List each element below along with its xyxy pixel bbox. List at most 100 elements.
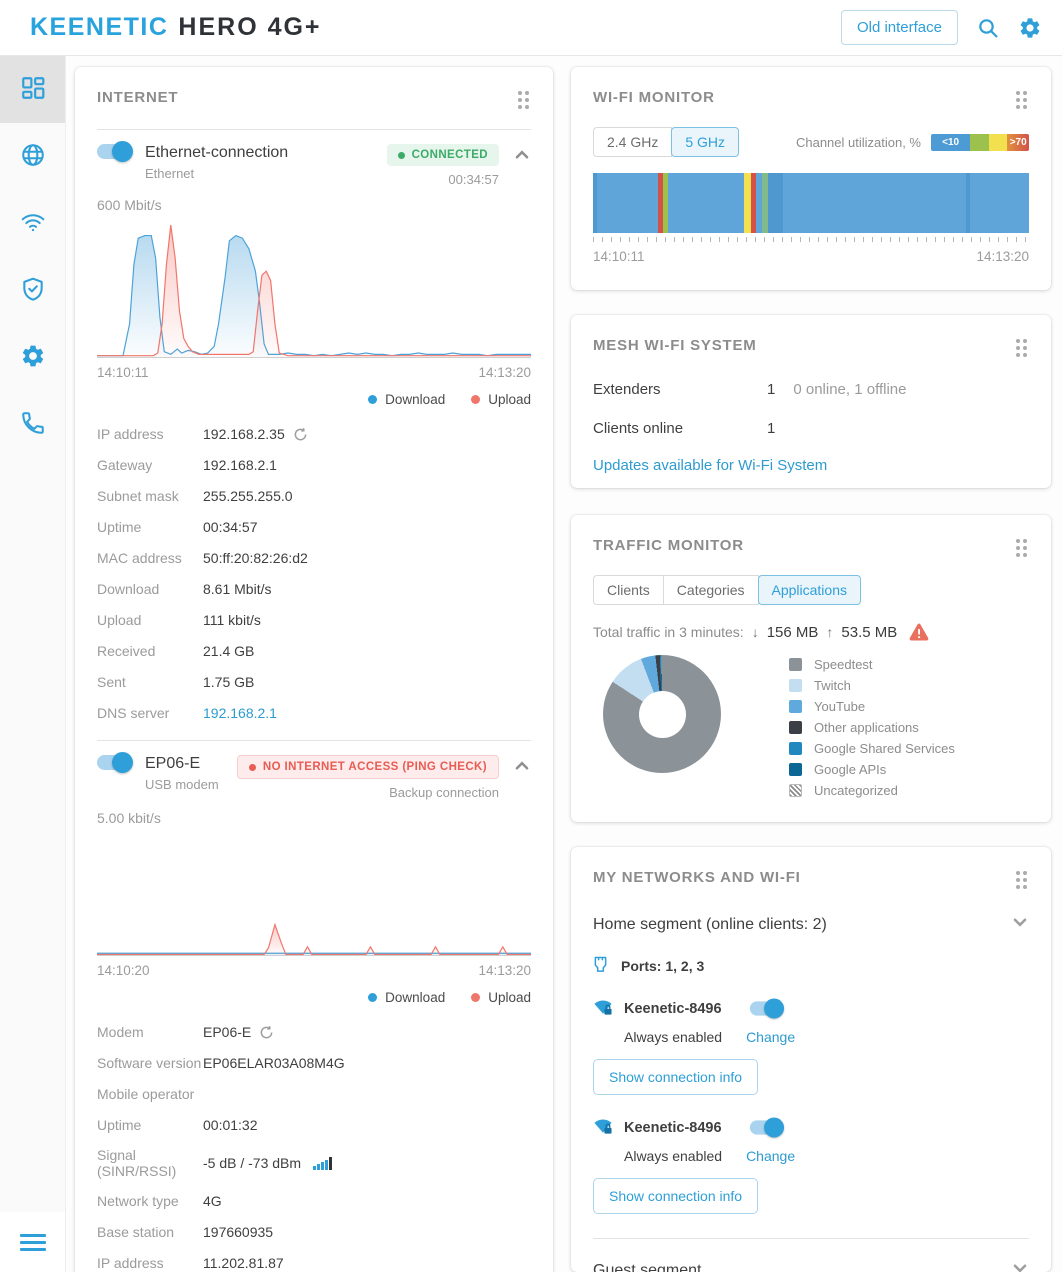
utilization-segment xyxy=(750,173,756,233)
sidebar-item-security[interactable] xyxy=(0,257,65,324)
scale-segment: <10 xyxy=(931,133,971,151)
refresh-icon[interactable] xyxy=(259,1025,274,1040)
show-connection-info-button[interactable]: Show connection info xyxy=(593,1059,759,1095)
traffic-monitor-card: TRAFFIC MONITOR Clients Categories Appli… xyxy=(571,515,1051,822)
ethernet-toggle[interactable] xyxy=(97,141,133,162)
globe-icon xyxy=(20,142,46,171)
collapse-chevron-up-icon[interactable] xyxy=(513,146,531,187)
search-icon[interactable] xyxy=(976,16,1000,40)
legend-swatch xyxy=(789,700,802,713)
detail-row: Upload 111 kbit/s xyxy=(97,612,261,628)
divider xyxy=(593,1238,1029,1239)
total-traffic-row: Total traffic in 3 minutes: ↓ 156 MB ↑ 5… xyxy=(593,623,1029,641)
schedule-label: Always enabled xyxy=(624,1148,723,1164)
detail-row: Subnet mask 255.255.255.0 xyxy=(97,488,293,504)
warning-icon[interactable] xyxy=(909,623,929,641)
change-link[interactable]: Change xyxy=(746,1029,796,1045)
sidebar-item-phone[interactable] xyxy=(0,391,65,458)
upload-arrow-icon: ↑ xyxy=(826,624,834,640)
ethernet-port-icon xyxy=(593,956,608,976)
ssid-name: Keenetic-8496 xyxy=(624,1119,722,1136)
keenetic-logo: KEENETIC HERO 4G+ xyxy=(30,13,322,42)
legend-swatch xyxy=(789,763,802,776)
connection-row-modem: EP06-E USB modem NO INTERNET ACCESS (PIN… xyxy=(97,752,531,800)
chart-legend: Download Upload xyxy=(97,392,531,407)
header-actions: Old interface xyxy=(840,10,1042,45)
detail-row: Download 8.61 Mbit/s xyxy=(97,581,272,597)
divider xyxy=(97,740,531,741)
tab-applications[interactable]: Applications xyxy=(757,575,861,605)
home-segment-header[interactable]: Home segment (online clients: 2) xyxy=(593,913,1029,936)
internet-card: INTERNET Ethernet-connection Ethernet CO… xyxy=(75,67,553,1272)
refresh-icon[interactable] xyxy=(293,427,308,442)
ports-label: Ports: 1, 2, 3 xyxy=(621,958,705,974)
drag-handle-icon[interactable] xyxy=(1014,337,1029,359)
drag-handle-icon[interactable] xyxy=(1014,869,1029,891)
utilization-segment xyxy=(743,173,751,233)
old-interface-button[interactable]: Old interface xyxy=(840,10,958,45)
utilization-segment xyxy=(668,173,744,233)
wifi-network-row: Keenetic-8496 xyxy=(593,998,1029,1019)
card-title-wifi-monitor: WI-FI MONITOR xyxy=(593,89,715,106)
connection-row-ethernet: Ethernet-connection Ethernet CONNECTED 0… xyxy=(97,141,531,187)
shield-check-icon xyxy=(20,276,46,305)
guest-segment-header[interactable]: Guest segment xyxy=(593,1259,1029,1272)
modem-toggle[interactable] xyxy=(97,752,133,773)
show-connection-info-button[interactable]: Show connection info xyxy=(593,1178,759,1214)
ethernet-traffic-chart xyxy=(97,225,531,358)
connection-details: IP address 192.168.2.35 Gateway 192.168.2… xyxy=(97,425,531,722)
tab-5ghz[interactable]: 5 GHz xyxy=(671,127,740,157)
logo-brand: KEENETIC xyxy=(30,13,169,41)
legend-swatch xyxy=(789,742,802,755)
change-link[interactable]: Change xyxy=(746,1148,796,1164)
chevron-down-icon[interactable] xyxy=(1011,913,1029,936)
detail-row: Uptime 00:01:32 xyxy=(97,1117,258,1133)
wifi-toggle[interactable] xyxy=(749,998,784,1019)
utilization-label: Channel utilization, % xyxy=(795,134,921,150)
chevron-down-icon[interactable] xyxy=(1011,1259,1029,1272)
utilization-segment xyxy=(756,173,763,233)
tab-clients[interactable]: Clients xyxy=(593,575,664,605)
wifi-toggle[interactable] xyxy=(749,1117,784,1138)
total-download: 156 MB xyxy=(766,623,819,641)
drag-handle-icon[interactable] xyxy=(516,89,531,111)
dns-server-link[interactable]: 192.168.2.1 xyxy=(203,705,277,721)
sidebar-item-internet[interactable] xyxy=(0,123,65,190)
traffic-tabs: Clients Categories Applications xyxy=(593,575,861,605)
detail-row: Received 21.4 GB xyxy=(97,643,255,659)
wifi-lock-icon xyxy=(593,1117,613,1138)
connection-kind: Ethernet xyxy=(145,166,195,181)
sidebar-item-dashboard[interactable] xyxy=(0,56,65,123)
status-badge: CONNECTED xyxy=(386,144,499,166)
axis-end: 14:13:20 xyxy=(976,249,1029,264)
mesh-row-extenders: Extenders 1 0 online, 1 offline xyxy=(593,381,907,398)
chart-legend: Download Upload xyxy=(97,990,531,1005)
drag-handle-icon[interactable] xyxy=(1014,89,1029,111)
connection-name: EP06-E xyxy=(145,755,201,772)
utilization-segment xyxy=(762,173,769,233)
schedule-label: Always enabled xyxy=(624,1029,723,1045)
donut-legend: Speedtest Twitch YouTube Other applicati… xyxy=(789,655,955,798)
wifi-system-updates-link[interactable]: Updates available for Wi-Fi System xyxy=(593,457,828,474)
scale-segment xyxy=(970,133,989,151)
sidebar-item-management[interactable] xyxy=(0,324,65,391)
axis-ticks xyxy=(593,237,1029,242)
utilization-scale-legend: <10 >70 xyxy=(931,133,1029,151)
status-note: Backup connection xyxy=(389,785,499,800)
upload-dot-icon xyxy=(471,395,481,404)
drag-handle-icon[interactable] xyxy=(1014,537,1029,559)
chart-axis: 14:10:20 14:13:20 xyxy=(97,963,531,978)
gear-icon xyxy=(20,343,46,372)
tab-2.4ghz[interactable]: 2.4 GHz xyxy=(593,127,673,157)
legend-swatch xyxy=(789,658,802,671)
sidebar-item-wifi[interactable] xyxy=(0,190,65,257)
tab-categories[interactable]: Categories xyxy=(662,575,759,605)
ports-row: Ports: 1, 2, 3 xyxy=(593,956,1029,976)
utilization-segment xyxy=(965,173,971,233)
utilization-segment xyxy=(658,173,664,233)
mesh-row-clients: Clients online 1 xyxy=(593,420,776,437)
collapse-chevron-up-icon[interactable] xyxy=(513,757,531,800)
gear-icon[interactable] xyxy=(1018,16,1042,40)
sidebar-menu-toggle[interactable] xyxy=(0,1212,65,1272)
wifi-network-row: Keenetic-8496 xyxy=(593,1117,1029,1138)
